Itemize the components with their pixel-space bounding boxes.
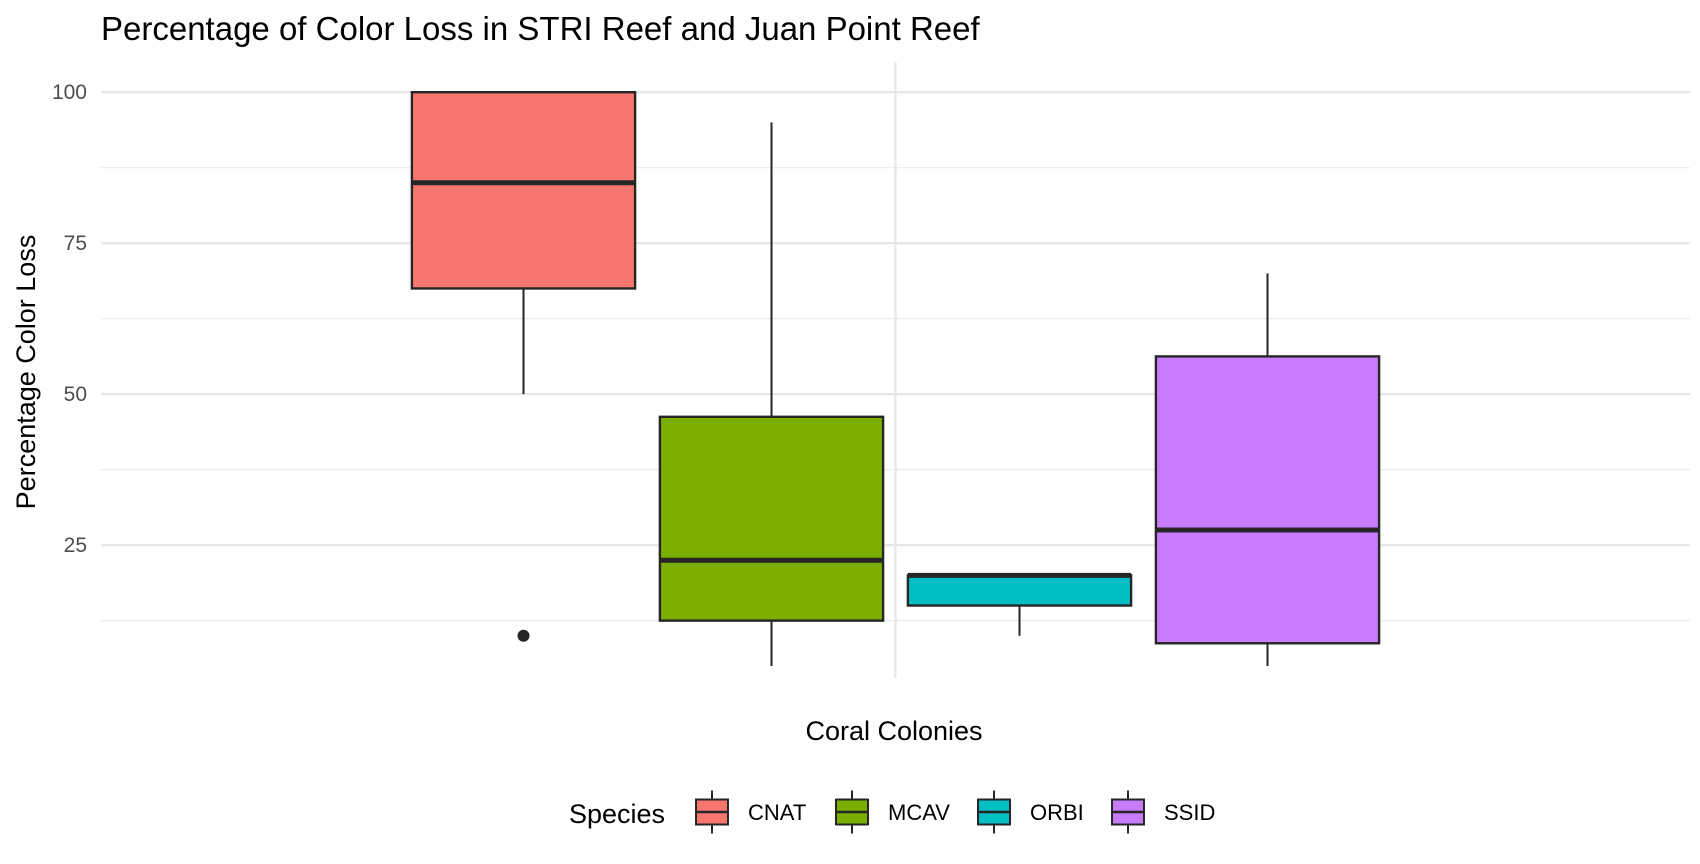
box-mcav <box>658 122 885 666</box>
box-cnat <box>410 90 637 642</box>
grid <box>101 62 1690 678</box>
y-tick-label: 25 <box>64 534 87 557</box>
legend-label: MCAV <box>888 800 950 825</box>
y-tick-label: 100 <box>52 81 87 104</box>
y-axis-ticks: 25 50 75 100 <box>52 81 87 557</box>
legend-item-ssid: SSID <box>1111 790 1215 834</box>
y-tick-label: 50 <box>64 383 87 406</box>
x-axis-title: Coral Colonies <box>805 716 982 746</box>
legend-item-mcav: MCAV <box>835 790 950 834</box>
box-iqr <box>1154 355 1381 645</box>
y-axis-title: Percentage Color Loss <box>11 235 41 510</box>
boxes <box>410 90 1381 666</box>
legend-title: Species <box>569 799 665 829</box>
box-iqr <box>410 90 637 290</box>
legend-item-orbi: ORBI <box>977 790 1084 834</box>
legend-label: SSID <box>1164 800 1215 825</box>
outlier-point <box>517 629 530 642</box>
y-tick-label: 75 <box>64 232 87 255</box>
box-iqr <box>906 574 1133 607</box>
box-orbi <box>906 572 1133 636</box>
legend-label: ORBI <box>1030 800 1084 825</box>
box-iqr <box>658 415 885 622</box>
chart-title: Percentage of Color Loss in STRI Reef an… <box>101 10 980 47</box>
legend-item-cnat: CNAT <box>695 790 806 834</box>
box-ssid <box>1154 273 1381 666</box>
legend: Species CNAT MCAV ORBI SSID <box>569 790 1215 834</box>
legend-label: CNAT <box>748 800 806 825</box>
